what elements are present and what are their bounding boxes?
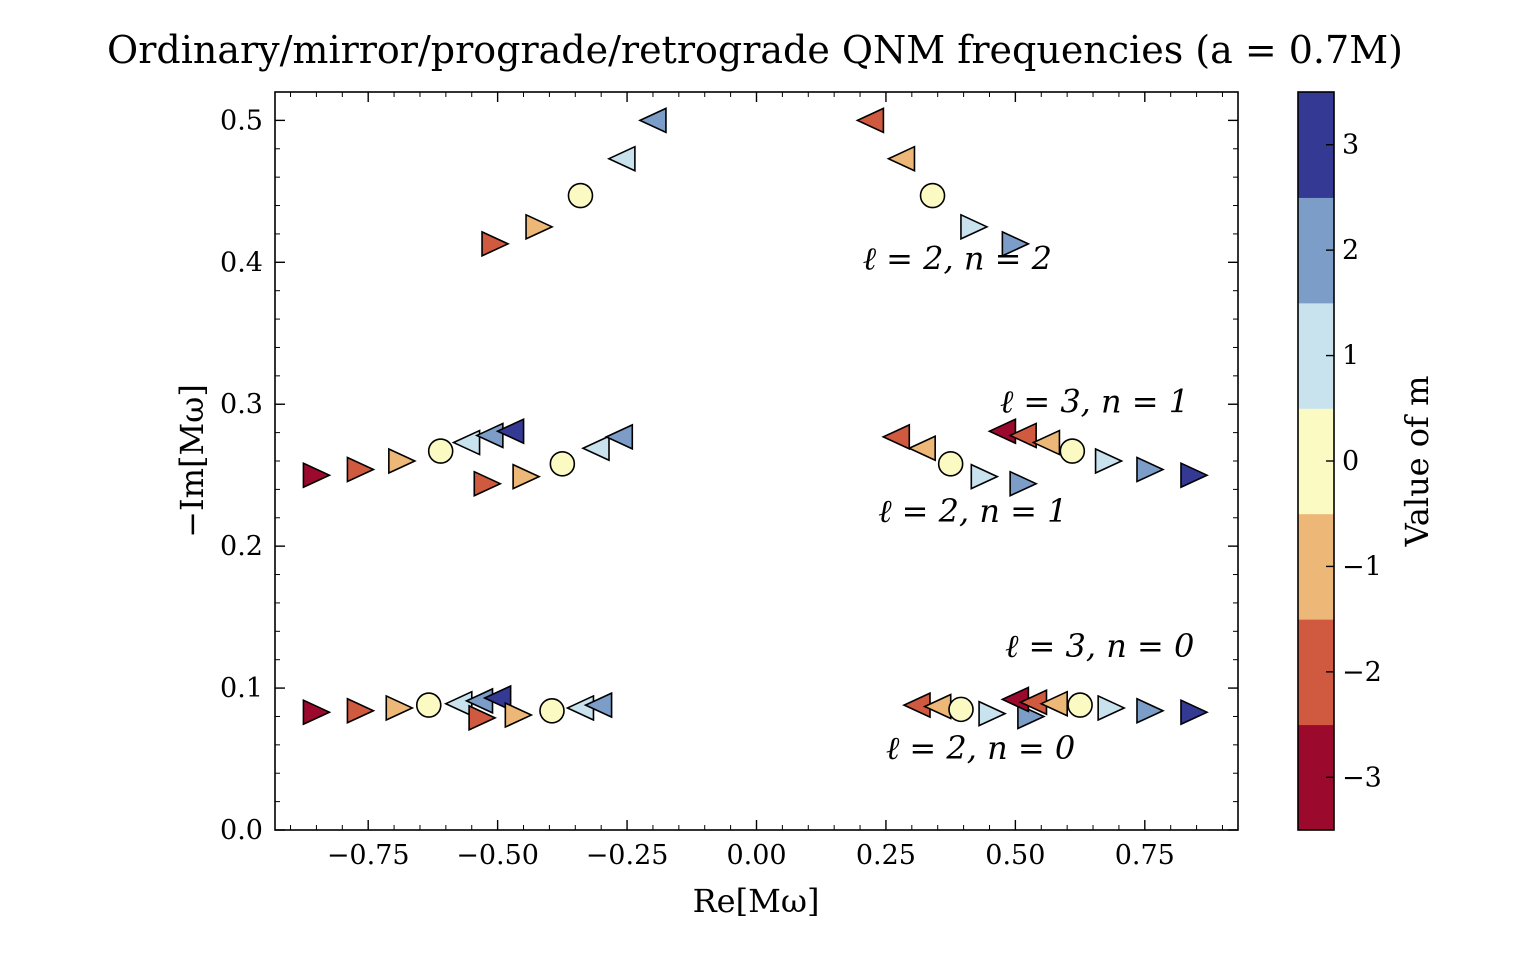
- chart-title: Ordinary/mirror/prograde/retrograde QNM …: [107, 28, 1403, 72]
- y-axis-label: −Im[Mω]: [173, 384, 211, 538]
- point-circle: [948, 696, 974, 723]
- colorbar-tick-label: 0: [1342, 446, 1359, 477]
- x-tick-label: −0.50: [456, 840, 539, 871]
- point-triangle-left: [565, 694, 595, 722]
- point-triangle-left: [1008, 422, 1037, 449]
- point-circle: [539, 697, 565, 724]
- point-circle: [567, 182, 594, 209]
- point-triangle-right: [970, 463, 1000, 490]
- point-circle: [1067, 692, 1093, 718]
- plot-frame: [274, 91, 1239, 831]
- x-tick-label: 0.25: [856, 840, 916, 871]
- y-tick-label: 0.5: [220, 105, 263, 136]
- y-tick-label: 0.2: [220, 531, 263, 562]
- y-tick-label: 0.1: [220, 673, 263, 704]
- point-triangle-left: [1039, 690, 1069, 717]
- point-triangle-left: [606, 145, 636, 172]
- point-triangle-left: [638, 107, 667, 134]
- point-triangle-right: [1009, 470, 1039, 497]
- point-triangle-right: [468, 704, 498, 732]
- point-circle: [1059, 438, 1086, 464]
- x-tick-label: 0.75: [1115, 840, 1175, 871]
- point-triangle-right: [504, 701, 534, 729]
- point-circle: [937, 451, 964, 477]
- colorbar: −3 −2 −1 0 1 2 3: [1297, 91, 1382, 831]
- y-tick-label: 0.4: [220, 247, 263, 278]
- point-circle: [919, 182, 946, 209]
- colorbar-tick-label: −1: [1342, 551, 1382, 582]
- point-triangle-left: [604, 423, 634, 451]
- point-triangle-left: [886, 145, 916, 172]
- point-triangle-left: [907, 434, 936, 462]
- point-triangle-right: [1136, 456, 1165, 483]
- y-tick-label: 0.3: [220, 389, 263, 420]
- point-triangle-right: [473, 470, 503, 497]
- colorbar-tick-label: 1: [1342, 341, 1359, 372]
- point-triangle-left: [443, 690, 473, 717]
- colorbar-tick-label: −2: [1342, 657, 1382, 688]
- point-triangle-right: [388, 447, 417, 475]
- point-triangle-left: [987, 417, 1017, 445]
- annotations: ℓ = 2, n = 2 ℓ = 3, n = 1 ℓ = 2, n = 1 ℓ = …: [863, 239, 1195, 767]
- point-circle: [427, 438, 454, 464]
- x-tick-label: 0.50: [985, 840, 1045, 871]
- point-triangle-right: [302, 698, 332, 726]
- point-triangle-left: [474, 422, 504, 449]
- point-triangle-left: [881, 423, 911, 451]
- point-triangle-left: [1031, 429, 1061, 456]
- point-triangle-left: [1000, 686, 1030, 713]
- point-triangle-right: [385, 694, 415, 722]
- point-triangle-right: [1001, 230, 1031, 258]
- annotation-label: ℓ = 2, n = 0: [886, 729, 1075, 767]
- colorbar-tick-label: 2: [1342, 235, 1359, 266]
- point-triangle-right: [346, 456, 376, 483]
- y-tick-label: 0.0: [220, 815, 263, 846]
- x-tick-label: −0.75: [327, 840, 410, 871]
- point-triangle-right: [1097, 694, 1127, 722]
- point-triangle-right: [525, 213, 554, 241]
- annotation-label: ℓ = 3, n = 1: [1000, 383, 1189, 421]
- point-circle: [415, 692, 442, 718]
- colorbar-label: Value of m: [1398, 376, 1436, 548]
- point-triangle-right: [1136, 697, 1165, 725]
- point-triangle-left: [495, 417, 525, 445]
- annotation-label: ℓ = 3, n = 0: [1005, 627, 1194, 665]
- axis-ticks: −0.75 −0.50 −0.25 0.00 0.25 0.50 0.75 0.0 0.1 0.2…: [220, 91, 1238, 871]
- colorbar-tick-label: −3: [1342, 762, 1382, 793]
- point-triangle-right: [960, 213, 989, 241]
- point-triangle-right: [1180, 698, 1209, 726]
- colorbar-tick-label: 3: [1342, 130, 1359, 161]
- annotation-label: ℓ = 2, n = 1: [878, 492, 1067, 530]
- x-tick-label: 0.00: [726, 840, 786, 871]
- data-points: [302, 107, 1209, 732]
- point-circle: [549, 451, 576, 477]
- point-triangle-left: [855, 107, 885, 134]
- plot-area: [274, 91, 1239, 831]
- point-triangle-right: [978, 700, 1007, 727]
- point-triangle-right: [346, 697, 376, 725]
- point-triangle-left: [451, 429, 481, 456]
- point-triangle-left: [581, 434, 610, 462]
- annotation-label: ℓ = 2, n = 2: [863, 239, 1052, 277]
- x-axis-label: Re[Mω]: [693, 882, 820, 920]
- point-triangle-right: [512, 463, 542, 490]
- point-triangle-right: [302, 461, 332, 489]
- point-triangle-right: [481, 230, 510, 258]
- point-triangle-left: [583, 691, 613, 719]
- point-triangle-right: [1180, 461, 1209, 489]
- point-triangle-left: [482, 684, 512, 712]
- point-triangle-right: [1094, 447, 1124, 475]
- x-tick-label: −0.25: [586, 840, 669, 871]
